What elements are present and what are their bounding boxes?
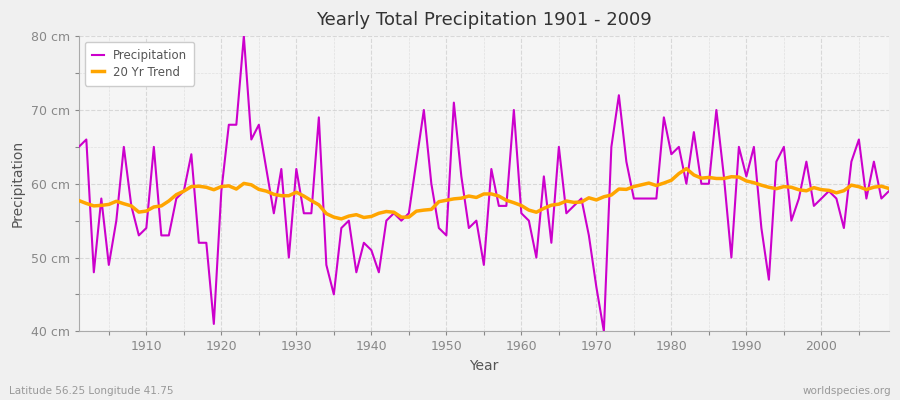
Precipitation xyxy=(524,218,535,223)
20 Yr Trend xyxy=(351,212,362,217)
Line: 20 Yr Trend: 20 Yr Trend xyxy=(79,169,889,219)
20 Yr Trend xyxy=(516,203,526,208)
Precipitation xyxy=(621,159,632,164)
Precipitation xyxy=(306,211,317,216)
Precipitation xyxy=(238,34,249,39)
X-axis label: Year: Year xyxy=(469,359,499,373)
Precipitation xyxy=(133,233,144,238)
Text: worldspecies.org: worldspecies.org xyxy=(803,386,891,396)
Precipitation xyxy=(884,189,895,194)
20 Yr Trend xyxy=(524,208,535,212)
20 Yr Trend xyxy=(336,216,346,221)
20 Yr Trend xyxy=(614,187,625,192)
20 Yr Trend xyxy=(133,210,144,214)
20 Yr Trend xyxy=(681,166,692,171)
Text: Latitude 56.25 Longitude 41.75: Latitude 56.25 Longitude 41.75 xyxy=(9,386,174,396)
Precipitation xyxy=(74,144,85,149)
Precipitation xyxy=(598,329,609,334)
Y-axis label: Precipitation: Precipitation xyxy=(11,140,25,227)
Line: Precipitation: Precipitation xyxy=(79,36,889,331)
20 Yr Trend xyxy=(884,186,895,191)
Legend: Precipitation, 20 Yr Trend: Precipitation, 20 Yr Trend xyxy=(85,42,194,86)
Title: Yearly Total Precipitation 1901 - 2009: Yearly Total Precipitation 1901 - 2009 xyxy=(316,11,652,29)
20 Yr Trend xyxy=(299,194,310,198)
Precipitation xyxy=(516,211,526,216)
Precipitation xyxy=(351,270,362,275)
20 Yr Trend xyxy=(74,198,85,203)
